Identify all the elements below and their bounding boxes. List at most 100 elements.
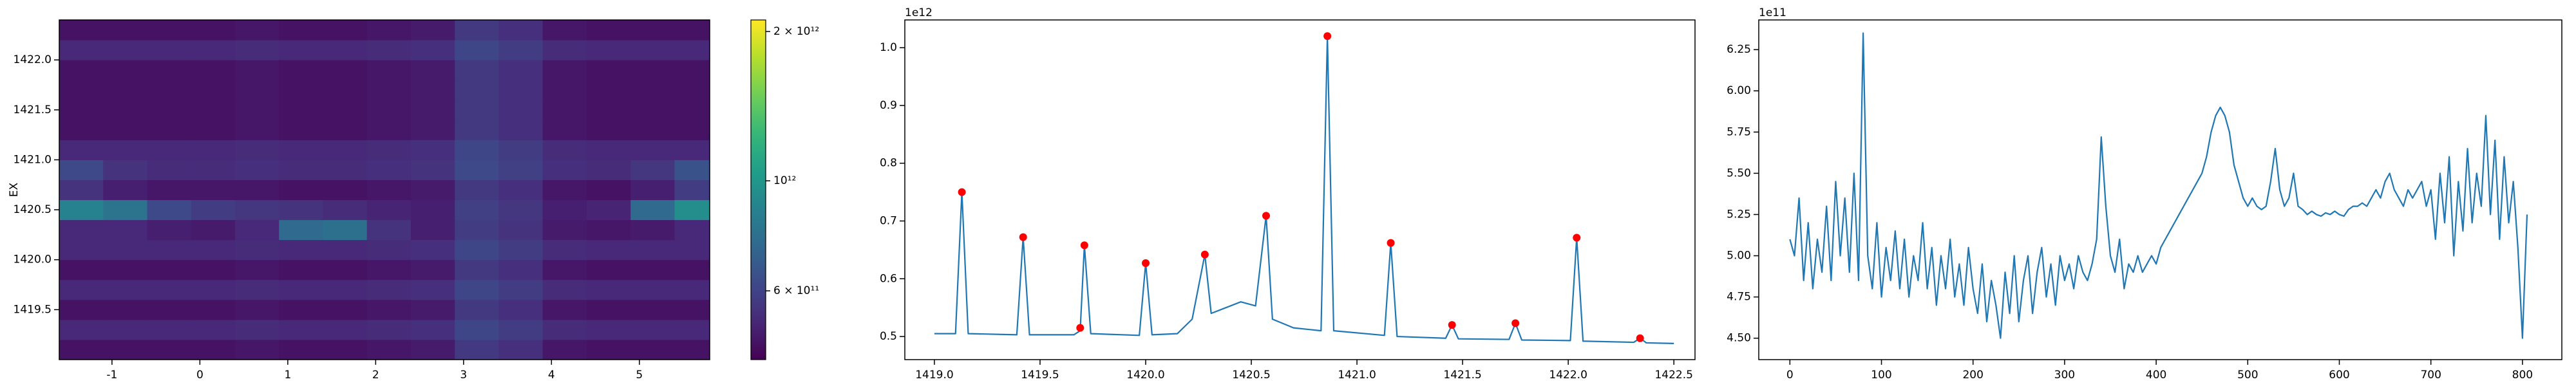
heatmap-cell (586, 219, 631, 241)
heatmap-cell (234, 279, 279, 300)
heatmap-cell (410, 179, 455, 201)
heatmap-cell (586, 279, 631, 300)
heatmap-cell (410, 160, 455, 180)
colorbar-tick-label: 10¹² (773, 174, 796, 187)
heatmap-cell (59, 140, 104, 160)
heatmap-cell (630, 40, 675, 60)
heatmap-cell (674, 179, 710, 201)
heatmap-cell (279, 140, 323, 160)
heatmap-cell (279, 219, 323, 241)
heatmap-cell (498, 20, 544, 41)
heatmap-cell (455, 40, 499, 60)
heatmap-cell (674, 100, 710, 120)
heatmap-cell (674, 140, 710, 160)
x-tick-label: 600 (2329, 369, 2349, 381)
heatmap-cell (234, 219, 279, 241)
y-tick-label: 0.7 (880, 214, 897, 227)
heatmap-cell (234, 259, 279, 280)
heatmap-cell (191, 319, 236, 340)
x-tick-label: 1419.0 (915, 369, 953, 381)
x-tick-label: 200 (1962, 369, 1983, 381)
heatmap-cell (586, 319, 631, 340)
heatmap-cell (279, 299, 323, 320)
heatmap-cell (542, 339, 587, 360)
heatmap-cell (674, 259, 710, 280)
heatmap-cell (103, 60, 147, 80)
heatmap-cell (323, 219, 368, 241)
x-tick-label: 0 (196, 369, 204, 381)
heatmap-cell (410, 140, 455, 160)
y-tick-label: 0.5 (880, 330, 897, 343)
heatmap-cell (147, 40, 192, 60)
heatmap-cell (366, 20, 412, 41)
heatmap-cell (147, 319, 192, 340)
heatmap-cell (455, 60, 499, 80)
heatmap-cell (498, 100, 544, 120)
heatmap-cell (586, 120, 631, 140)
heatmap-cell (234, 199, 279, 221)
heatmap-cell (410, 219, 455, 241)
heatmap-cell (366, 80, 412, 100)
heatmap-cell (103, 259, 147, 280)
heatmap-cell (323, 140, 368, 160)
heatmap-cell (630, 339, 675, 360)
heatmap-cell (323, 319, 368, 340)
heatmap-cell (366, 339, 412, 360)
heatmap-cell (542, 120, 587, 140)
heatmap-cell (234, 319, 279, 340)
heatmap-cell (147, 299, 192, 320)
heatmap-cell (630, 179, 675, 201)
heatmap-cell (59, 40, 104, 60)
heatmap-cell (542, 60, 587, 80)
heatmap-cell (191, 20, 236, 41)
heatmap-cell (366, 299, 412, 320)
heatmap-cell (366, 199, 412, 221)
heatmap-cell (630, 140, 675, 160)
heatmap-cell (455, 140, 499, 160)
y-tick-label: 1421.5 (14, 104, 52, 116)
peak-marker (1323, 32, 1332, 41)
heatmap-cell (59, 279, 104, 300)
colorbar-tick-label: 6 × 10¹¹ (773, 284, 819, 297)
heatmap-cell (410, 60, 455, 80)
heatmap-cell (586, 20, 631, 41)
peak-marker (1448, 321, 1456, 329)
heatmap-cell (498, 140, 544, 160)
heatmap-cell (59, 179, 104, 201)
heatmap-cell (279, 80, 323, 100)
heatmap-cell (191, 179, 236, 201)
heatmap-cell (279, 120, 323, 140)
heatmap-cell (674, 120, 710, 140)
heatmap-cell (191, 239, 236, 261)
x-tick-label: 5 (636, 369, 643, 381)
heatmap-cell (279, 60, 323, 80)
heatmap-cell (59, 219, 104, 241)
heatmap-cell (630, 279, 675, 300)
axes-frame (59, 19, 710, 360)
heatmap-cell (234, 100, 279, 120)
peak-marker (1511, 319, 1520, 327)
heatmap-cell (366, 140, 412, 160)
heatmap-cell (103, 299, 147, 320)
heatmap-cell (410, 199, 455, 221)
heatmap-cell (410, 339, 455, 360)
heatmap-cell (630, 219, 675, 241)
heatmap-cell (630, 259, 675, 280)
heatmap-cell (410, 100, 455, 120)
heatmap-cell (586, 299, 631, 320)
heatmap-cell (279, 40, 323, 60)
heatmap-cell (674, 199, 710, 221)
peak-marker (1142, 259, 1150, 268)
x-tick-label: 1421.5 (1443, 369, 1481, 381)
heatmap-cell (674, 279, 710, 300)
heatmap-cell (674, 40, 710, 60)
heatmap-cell (542, 80, 587, 100)
heatmap-cell (59, 239, 104, 261)
heatmap-cell (498, 259, 544, 280)
heatmap-cell (323, 80, 368, 100)
heatmap-cell (366, 60, 412, 80)
heatmap-cell (498, 299, 544, 320)
y-tick-label: 5.25 (1727, 208, 1751, 221)
axes-frame (904, 19, 1696, 360)
heatmap-cell (234, 160, 279, 180)
